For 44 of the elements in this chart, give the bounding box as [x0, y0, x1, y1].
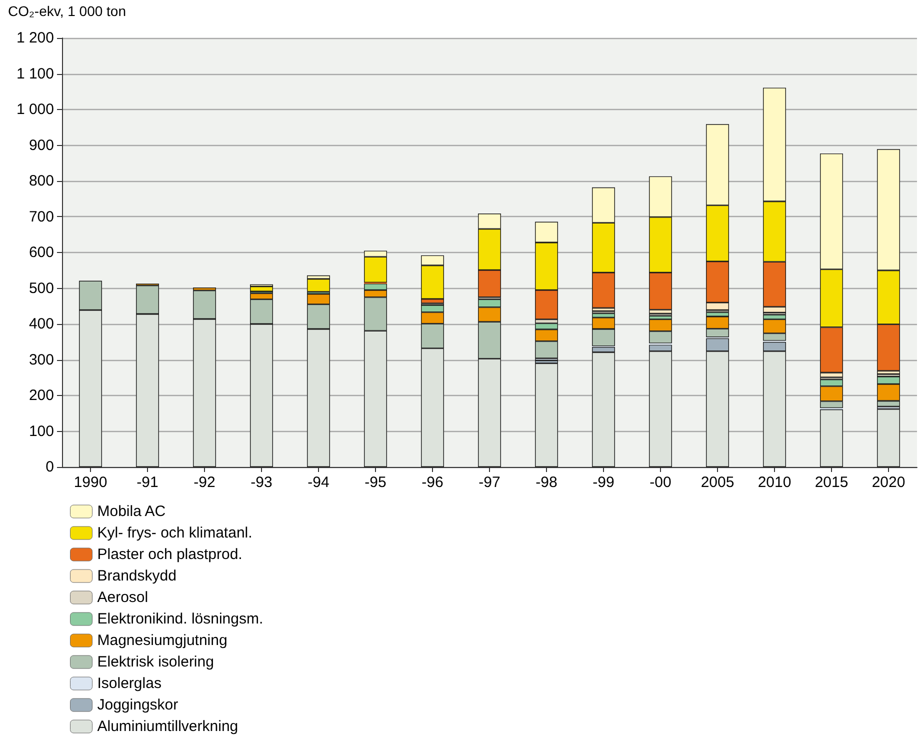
y-tick-label: 200 [28, 387, 54, 404]
y-tick-label: 500 [28, 280, 54, 297]
bar [535, 363, 558, 467]
legend-label: Kyl- frys- och klimatanl. [97, 524, 252, 542]
x-tick-label: -93 [250, 474, 272, 491]
x-tick-label: -98 [536, 474, 558, 491]
x-tick-label: 2005 [700, 474, 734, 491]
x-tick-label: -00 [650, 474, 672, 491]
x-tick-label: -97 [478, 474, 500, 491]
y-tick-label: 300 [28, 351, 54, 368]
bar [877, 409, 900, 467]
legend-label: Magnesiumgjutning [97, 632, 228, 649]
y-tick-label: 400 [28, 316, 54, 332]
y-tick-label: 1 000 [16, 101, 54, 118]
y-tick-label: 1 200 [16, 30, 54, 46]
legend-label: Brandskydd [97, 568, 176, 584]
legend-label: Aluminiumtillverkning [97, 718, 238, 735]
y-tick-label: 700 [28, 208, 54, 226]
y-tick-label: 800 [28, 172, 54, 190]
bar [250, 286, 273, 292]
legend-label: Isolerglas [97, 675, 162, 692]
x-tick-label: 2015 [814, 474, 848, 491]
legend-label: Joggingskor [97, 696, 178, 714]
legend-label: Aerosol [97, 589, 148, 606]
x-tick-label: -92 [194, 474, 216, 491]
y-tick-label: 600 [28, 244, 54, 261]
legend-label: Elektronikind. lösningsm. [97, 610, 264, 628]
x-tick-label: -95 [364, 474, 386, 491]
legend-label: Elektrisk isolering [97, 654, 214, 670]
bar [307, 278, 330, 292]
y-tick-label: 0 [46, 458, 54, 476]
x-tick-label: -99 [592, 474, 614, 491]
x-tick-label: 2010 [758, 474, 792, 491]
x-tick-label: -94 [308, 474, 330, 491]
x-tick-label: -96 [422, 474, 444, 491]
y-tick-label: 900 [28, 136, 54, 154]
legend-label: Plaster och plastprod. [97, 546, 242, 563]
x-tick-label: 2020 [872, 474, 906, 491]
x-tick-label: -91 [136, 474, 158, 491]
legend-label: Mobila AC [97, 503, 166, 520]
x-tick-label: 1990 [74, 474, 108, 491]
y-axis-title: CO₂-ekv, 1 000 ton [8, 3, 126, 19]
y-tick-label: 100 [28, 422, 54, 440]
y-tick-label: 1 100 [16, 65, 54, 82]
